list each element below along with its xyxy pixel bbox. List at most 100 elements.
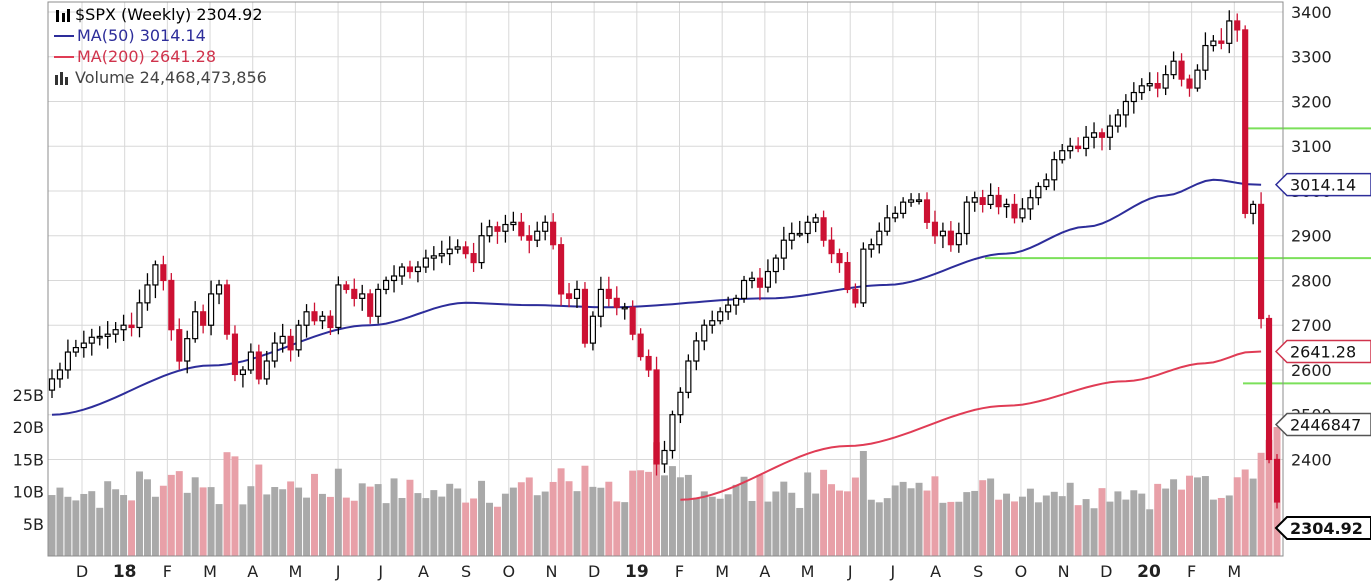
candle-body <box>422 257 429 268</box>
volume-bar <box>486 502 493 556</box>
volume-bar <box>804 472 812 556</box>
volume-bar <box>533 495 541 556</box>
volume-bar <box>454 488 462 556</box>
price-tag-label: 3014.14 <box>1290 176 1356 195</box>
volume-bar <box>1026 488 1034 556</box>
candle-body <box>653 369 660 465</box>
price-tick-label: 3300 <box>1291 48 1332 67</box>
candle-body <box>605 288 612 299</box>
volume-bar <box>692 498 700 556</box>
volume-bar <box>1146 509 1154 556</box>
price-tag-box <box>1274 516 1371 540</box>
time-axis: D 18 F M A M J J A S O N D 19 F M A M J J A S O N D 20 F M <box>76 562 1241 581</box>
candle-body <box>390 275 398 282</box>
volume-bar <box>708 496 716 556</box>
volume-bar <box>517 482 525 556</box>
candle-body <box>1019 208 1026 219</box>
price-axis: 3400330032003100300029002800270026002500… <box>1291 3 1332 469</box>
candle-body <box>1106 125 1114 138</box>
legend-ma200-label: MA(200) <box>77 47 145 66</box>
volume-bar <box>629 470 637 556</box>
volume-bar <box>1082 499 1090 556</box>
candle-body <box>542 221 549 232</box>
volume-bar <box>167 474 175 556</box>
volume-bar <box>239 504 247 556</box>
legend-ma200-value: 2641.28 <box>149 47 217 66</box>
volume-bar <box>541 491 549 556</box>
legend-volume-value: 24,468,473,856 <box>139 68 267 87</box>
candle-body <box>629 306 636 335</box>
volume-bar <box>207 487 215 556</box>
candle-body <box>430 255 437 259</box>
candle-body <box>804 221 811 235</box>
legend-last: 2304.92 <box>196 5 263 24</box>
candle-body <box>1146 82 1153 87</box>
volume-bar <box>661 475 668 556</box>
volume-bar <box>96 507 104 556</box>
volume-bar <box>645 471 653 556</box>
volume-bar <box>151 496 159 556</box>
candle-body <box>764 270 771 288</box>
ma200-swatch <box>54 55 74 58</box>
volume-bar <box>549 481 557 556</box>
volume-bar <box>326 496 334 556</box>
price-tag-label: 2446847 <box>1290 416 1361 435</box>
volume-bar <box>1066 482 1074 556</box>
volume-bar <box>565 481 573 556</box>
volume-bar <box>493 506 501 556</box>
candle-body <box>168 279 175 331</box>
candle-body <box>1114 114 1121 127</box>
candle-body <box>271 342 278 362</box>
time-tick-label: F <box>1187 562 1196 581</box>
candle-body <box>725 304 732 313</box>
volume-bar <box>199 487 207 556</box>
candle-body <box>192 311 199 340</box>
candle-body <box>208 293 215 326</box>
candle-body <box>1226 20 1233 44</box>
candle-body <box>820 217 827 241</box>
candle-body <box>215 284 223 295</box>
volume-bar <box>191 477 199 556</box>
candle-body <box>733 297 740 306</box>
price-tick-label: 2800 <box>1291 271 1332 290</box>
volume-bar <box>358 483 366 556</box>
candle-body <box>502 223 509 232</box>
volume-bar <box>279 489 287 556</box>
time-tick-label: M <box>1227 562 1241 581</box>
candle-body <box>908 199 915 203</box>
volume-bar <box>430 490 438 556</box>
volume-bar <box>1225 495 1233 556</box>
price-tick-label: 2900 <box>1291 227 1332 246</box>
volume-bar <box>366 486 374 556</box>
volume-bar <box>263 494 271 556</box>
volume-bar <box>716 498 724 556</box>
volume-bar <box>374 484 382 556</box>
candle-body <box>812 217 819 223</box>
time-tick-label: 20 <box>1137 562 1161 581</box>
volume-bar <box>820 469 828 556</box>
candle-body <box>987 194 994 206</box>
volume-bar <box>1162 488 1170 556</box>
volume-bar <box>128 500 136 556</box>
candle-body <box>136 302 143 329</box>
candle-body <box>836 253 843 264</box>
volume-bar <box>295 487 303 556</box>
volume-bar <box>963 492 971 556</box>
candle-body <box>685 360 692 393</box>
volume-bar <box>231 456 239 556</box>
volume-bar <box>581 465 589 556</box>
candle-body <box>56 369 64 380</box>
volume-bar <box>772 491 780 556</box>
candle-body <box>518 221 525 237</box>
candle-body <box>1035 185 1042 199</box>
price-tick-label: 3400 <box>1291 3 1332 22</box>
volume-bar <box>470 498 478 556</box>
volume-bar <box>143 479 151 556</box>
volume-bar <box>843 491 851 556</box>
candle-body <box>613 297 620 308</box>
legend-symbol-row: $SPX (Weekly) 2304.92 <box>54 4 267 25</box>
volume-bar <box>1003 493 1011 556</box>
candle-body <box>311 311 318 322</box>
volume-bar <box>1154 483 1162 556</box>
volume-bar <box>1265 439 1273 556</box>
